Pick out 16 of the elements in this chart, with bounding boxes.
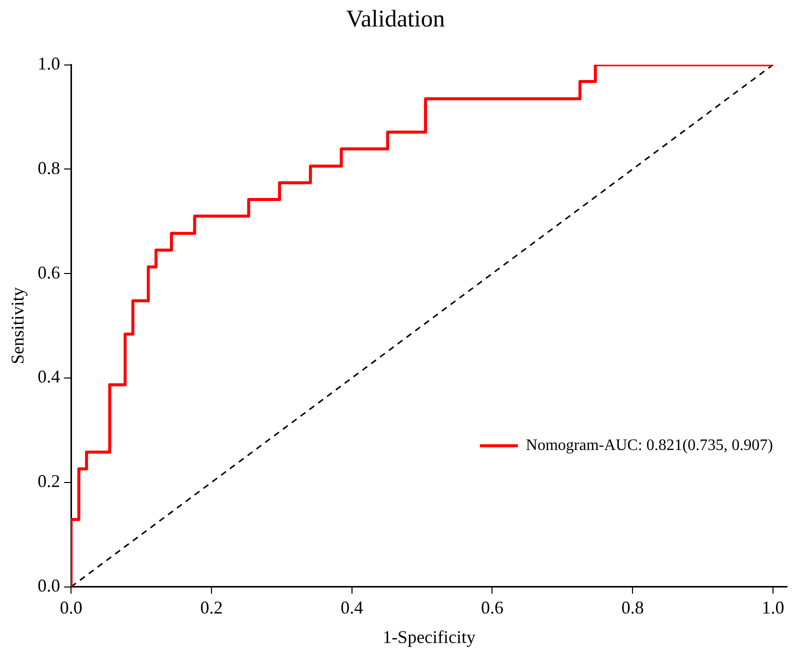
- y-tick-label: 0.4: [38, 366, 60, 387]
- x-tick-label: 0.8: [621, 597, 644, 618]
- x-tick-label: 1.0: [762, 597, 784, 618]
- x-tick-label: 0.0: [60, 597, 82, 618]
- legend-label: Nomogram-AUC: 0.821(0.735, 0.907): [526, 437, 774, 454]
- y-tick-label: 0.0: [38, 576, 60, 596]
- x-tick-label: 0.2: [200, 597, 223, 618]
- y-tick-label: 1.0: [38, 54, 60, 74]
- chart-title: Validation: [346, 6, 445, 33]
- y-axis-title: Sensitivity: [8, 287, 28, 364]
- y-tick-label: 0.6: [38, 262, 60, 282]
- x-axis-title: 1-Specificity: [382, 626, 476, 647]
- y-tick-label: 0.2: [38, 471, 60, 492]
- y-tick-label: 0.8: [38, 158, 60, 178]
- x-tick-label: 0.6: [480, 597, 504, 618]
- x-tick-label: 0.4: [340, 597, 364, 618]
